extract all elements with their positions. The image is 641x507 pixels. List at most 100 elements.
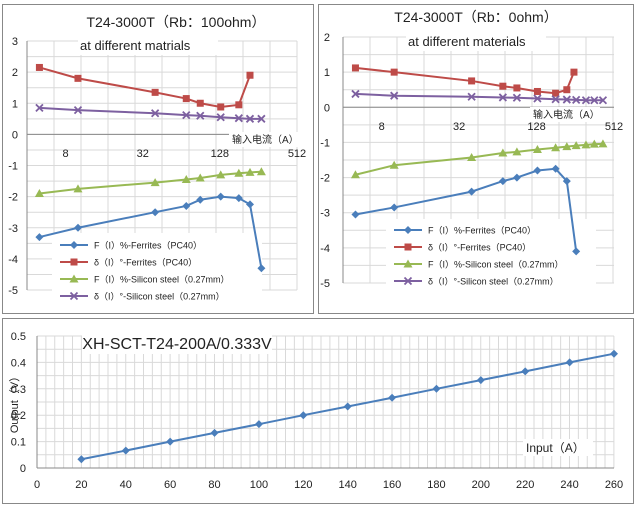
y-tick-label: 0.3: [11, 384, 26, 396]
data-point: [216, 192, 225, 201]
data-point: [257, 114, 266, 123]
y-tick-label: -3: [320, 208, 330, 220]
data-point: [77, 455, 86, 464]
data-point: [245, 114, 255, 123]
data-point: [532, 144, 542, 153]
x-axis-label: Input（A）: [526, 441, 585, 455]
data-point: [562, 142, 572, 151]
data-point: [210, 428, 219, 437]
x-tick-label: 80: [208, 479, 220, 491]
data-point: [552, 89, 560, 97]
data-point: [562, 177, 571, 186]
title-backdrop: [381, 8, 571, 27]
legend-label: δ（I）°-Silicon steel（0.27mm）: [94, 292, 225, 302]
data-point: [182, 201, 191, 210]
data-point: [234, 194, 243, 203]
data-point: [498, 93, 507, 102]
data-point: [581, 96, 591, 105]
x-tick-label: 20: [75, 479, 87, 491]
data-point: [35, 103, 44, 113]
series-rb0-3: [350, 139, 608, 179]
data-point: [551, 143, 561, 152]
y-tick-label: -5: [320, 278, 330, 290]
chart-title: T24-3000T（Rb：100ohm）: [87, 14, 266, 30]
data-point: [589, 139, 599, 148]
x-tick-label: 512: [605, 121, 623, 133]
data-point: [562, 95, 571, 104]
x-tick-label: 140: [339, 479, 357, 491]
legend-marker: [404, 243, 412, 251]
x-tick-label: 200: [472, 479, 490, 491]
y-tick-label: 0.2: [11, 410, 26, 422]
series-rb0-4: [351, 89, 608, 105]
y-tick-label: -2: [8, 192, 18, 204]
series-rb100-1: [35, 192, 266, 273]
data-point: [468, 77, 476, 85]
y-tick-label: 0.1: [11, 437, 26, 449]
data-point: [572, 247, 581, 256]
data-point: [467, 92, 476, 101]
data-point: [467, 187, 476, 196]
data-point: [182, 95, 190, 103]
x-tick-label: 128: [211, 148, 229, 160]
data-point: [467, 153, 477, 162]
y-tick-label: 3: [12, 36, 18, 48]
chart-output: 0 0.1 0.2 0.3 0.4 0.5 0 20 40 60 80 100 120 140 160 180…: [8, 331, 623, 491]
y-tick-label: 0.5: [11, 331, 26, 343]
data-point: [166, 437, 175, 446]
data-point: [299, 411, 308, 420]
x-axis-label: 输入电流（A）: [533, 108, 600, 121]
data-point: [35, 63, 43, 71]
chart-subtitle: at different matrials: [80, 38, 191, 53]
grid-output: [36, 335, 615, 469]
data-point: [533, 166, 542, 175]
subtitle-backdrop: [406, 33, 546, 51]
data-point: [245, 200, 254, 209]
data-point: [351, 89, 360, 99]
data-point: [390, 68, 398, 76]
data-point: [581, 140, 591, 149]
y-tick-label: -1: [8, 161, 18, 173]
data-point: [246, 71, 254, 79]
y-tick-label: 2: [12, 67, 18, 79]
data-point: [498, 177, 507, 186]
title-backdrop: [81, 13, 271, 32]
y-tick-label: -5: [8, 285, 18, 297]
x-tick-label: 32: [137, 148, 149, 160]
x-tick-label: 512: [288, 148, 306, 160]
data-point: [343, 402, 352, 411]
legend-label: δ（I）°-Ferrites（PC40）: [94, 258, 197, 268]
data-point: [216, 113, 225, 122]
x-axis-label-backdrop: [523, 439, 593, 456]
x-tick-label: 260: [605, 479, 623, 491]
y-tick-label: 1: [324, 67, 330, 79]
data-point: [389, 160, 399, 169]
data-point: [388, 393, 397, 402]
series-rb0-1: [351, 164, 581, 256]
data-point: [245, 167, 255, 176]
data-point: [73, 223, 82, 232]
data-point: [181, 175, 191, 184]
data-point: [121, 446, 130, 455]
subtitle-backdrop: [78, 37, 218, 55]
y-tick-label: 0: [20, 463, 26, 475]
x-axis-label-backdrop: [229, 132, 299, 147]
data-point: [512, 147, 522, 156]
data-point: [196, 99, 204, 107]
data-point: [182, 110, 191, 120]
series-output-1: [77, 349, 618, 464]
series-line: [39, 170, 262, 195]
data-point: [74, 74, 82, 82]
data-point: [196, 195, 205, 204]
chart-subtitle: at different materials: [408, 34, 526, 49]
legend-marker: [70, 241, 78, 249]
data-point: [513, 84, 521, 92]
x-tick-label: 40: [120, 479, 132, 491]
series-rb100-2: [35, 63, 254, 111]
legend-label: F（I）%-Ferrites（PC40）: [428, 226, 536, 236]
data-point: [254, 420, 263, 429]
data-point: [196, 111, 205, 120]
series-rb100-3: [34, 167, 266, 198]
data-point: [565, 358, 574, 367]
